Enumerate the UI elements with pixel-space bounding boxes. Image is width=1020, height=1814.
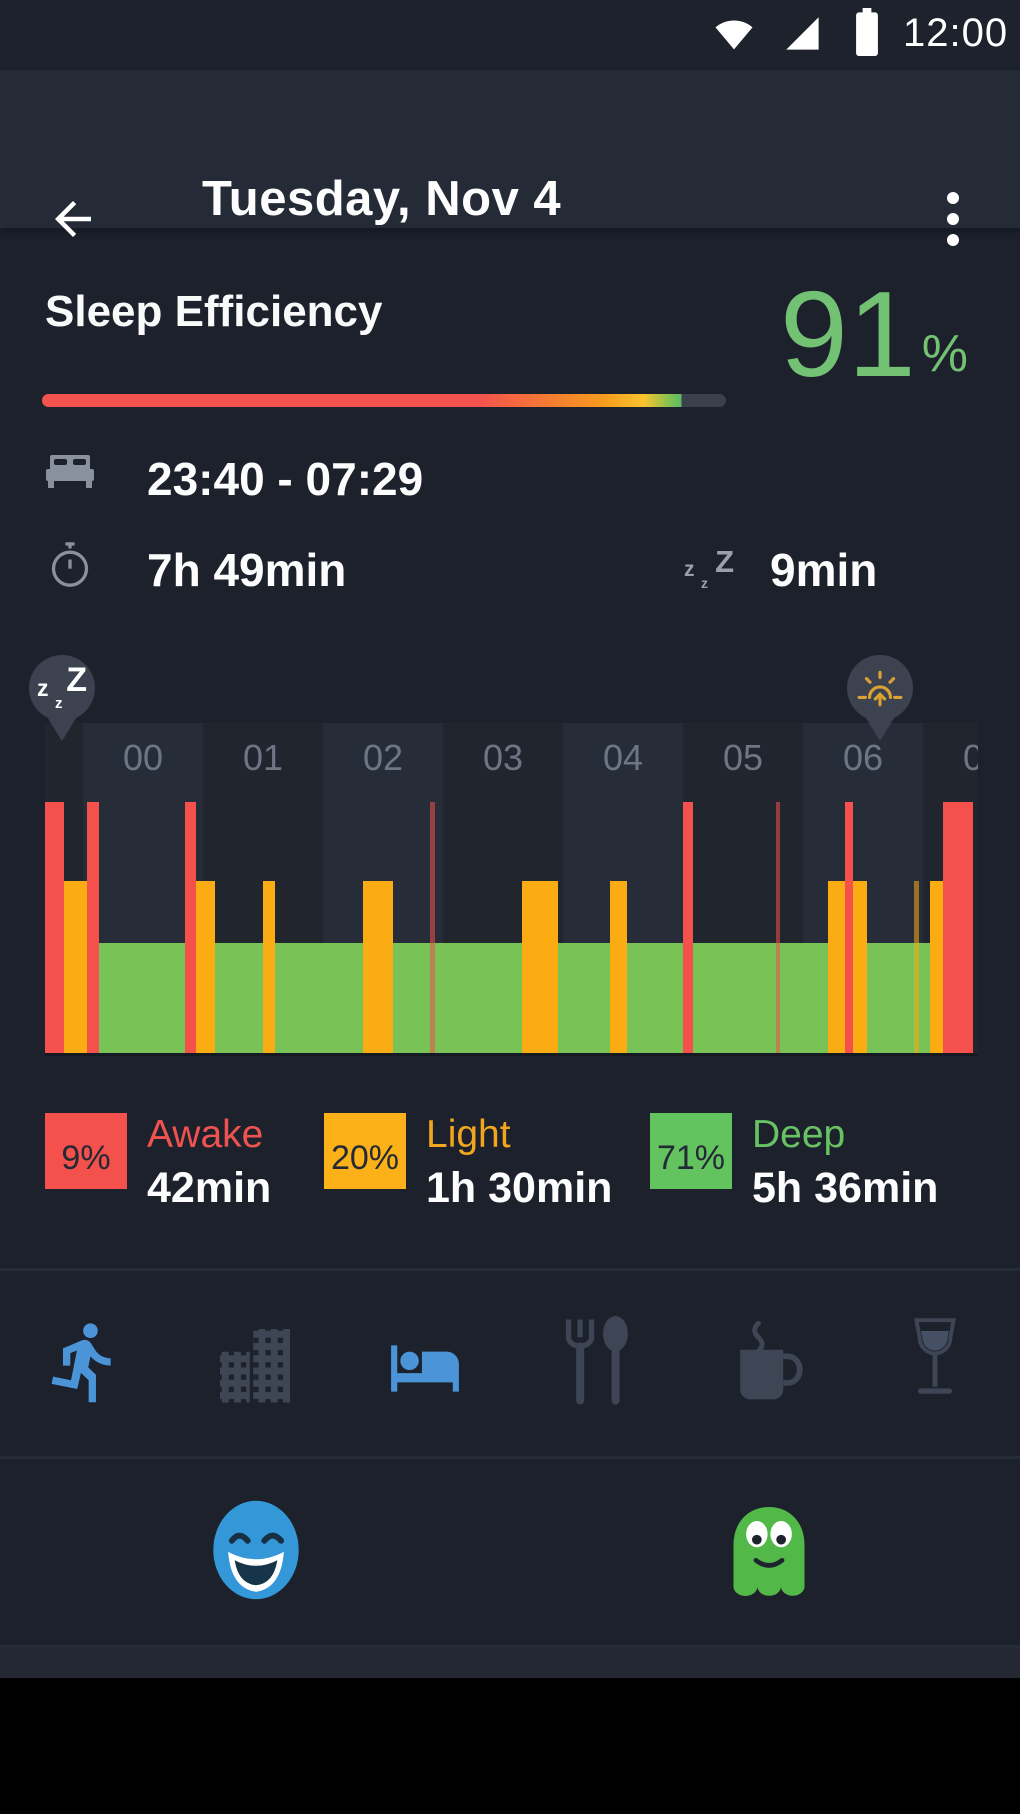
hour-label: 02 [362, 737, 404, 778]
efficiency-unit: % [921, 325, 968, 384]
light-pct: 20% [330, 1138, 400, 1177]
hour-label: 07 [962, 737, 978, 778]
activity-icon-caffeine[interactable] [725, 1320, 805, 1406]
legend-item-light: 20% Light 1h 30min [324, 1113, 612, 1212]
divider [0, 1645, 1020, 1648]
phase-bar-light [610, 881, 627, 1056]
ghost-icon [733, 1507, 805, 1596]
page-title: Tuesday, Nov 4 [202, 172, 562, 226]
activity-icon-city[interactable] [213, 1322, 297, 1406]
divider [0, 1456, 1020, 1459]
deep-swatch: 71% [650, 1113, 732, 1189]
wifi-icon [714, 12, 754, 54]
sunrise-icon [857, 668, 903, 708]
runner-icon [51, 1323, 111, 1403]
phase-bar-light [522, 881, 558, 1056]
divider [0, 1268, 1020, 1271]
cutlery-icon [565, 1316, 628, 1405]
activity-icon-exercise[interactable] [41, 1318, 129, 1406]
phase-bar-light [64, 881, 88, 1056]
bed-icon [44, 452, 96, 490]
phase-bar-light [263, 881, 275, 1056]
chart-baseline [45, 1053, 978, 1056]
hour-label: 00 [122, 737, 164, 778]
efficiency-number: 91 [780, 266, 916, 402]
sleep-start-marker: z Z z [29, 655, 95, 721]
activity-icon-food[interactable] [557, 1316, 635, 1408]
battery-icon [853, 8, 881, 56]
hour-label: 04 [602, 737, 644, 778]
laughing-face-icon [213, 1500, 299, 1600]
phase-bar-light [363, 881, 393, 1056]
hour-label: 03 [482, 737, 524, 778]
awake-swatch: 9% [45, 1113, 127, 1189]
hour-label: 05 [722, 737, 764, 778]
phase-bar-awake [943, 802, 973, 1056]
efficiency-gradient-bar [42, 394, 726, 407]
phase-bar-awake [45, 802, 64, 1056]
phase-bar-awake [776, 802, 780, 1056]
light-label: Light [426, 1113, 511, 1156]
deep-pct: 71% [656, 1138, 726, 1177]
hour-label: 06 [842, 737, 884, 778]
phase-bar-awake [87, 802, 99, 1056]
zzz-icon: z Z z [684, 544, 734, 591]
sleep-duration: 7h 49min [147, 544, 347, 596]
stopwatch-icon [48, 540, 92, 590]
sleep-chart[interactable]: 00 01 02 03 04 05 06 07 z Z z [29, 640, 978, 1056]
deep-label: Deep [752, 1113, 846, 1156]
awake-label: Awake [147, 1113, 264, 1156]
awake-pct: 9% [61, 1138, 111, 1177]
coffee-mug-icon [740, 1320, 803, 1400]
buildings-icon [220, 1329, 290, 1403]
hour-label: 01 [242, 737, 284, 778]
status-time: 12:00 [903, 11, 1009, 55]
mood-rating[interactable] [208, 1498, 304, 1602]
activity-icon-alcohol[interactable] [904, 1314, 966, 1410]
phase-bar-light [930, 881, 943, 1056]
comfort-rating[interactable] [726, 1502, 812, 1598]
light-duration: 1h 30min [426, 1164, 613, 1212]
phase-bar-light [914, 881, 919, 1056]
app-bar: Tuesday, Nov 4 [0, 70, 1020, 246]
bed-icon [391, 1345, 459, 1392]
fell-asleep-duration: 9min [770, 544, 878, 596]
activity-icon-in-bed[interactable] [379, 1330, 471, 1404]
phase-bar-awake [845, 802, 853, 1056]
awake-duration: 42min [147, 1164, 272, 1212]
back-arrow-icon[interactable] [46, 192, 100, 246]
deep-duration: 5h 36min [752, 1164, 939, 1212]
phase-bar-awake [185, 802, 196, 1056]
status-bar: 12:00 [0, 0, 1020, 70]
cellular-signal-icon [781, 12, 823, 54]
overflow-menu-icon[interactable] [941, 192, 965, 248]
efficiency-value: 91 % [780, 266, 968, 402]
bottom-strip [0, 1648, 1020, 1678]
legend-item-deep: 71% Deep 5h 36min [650, 1113, 938, 1212]
phase-bars [45, 640, 978, 1056]
wine-glass-icon [914, 1318, 956, 1394]
zzz-icon: z Z z [37, 661, 87, 712]
time-in-bed: 23:40 - 07:29 [147, 453, 424, 505]
android-nav-bar [0, 1678, 1020, 1814]
sleep-efficiency-title: Sleep Efficiency [45, 287, 383, 336]
phase-bar-awake [430, 802, 435, 1056]
wake-up-marker [847, 655, 913, 721]
light-swatch: 20% [324, 1113, 406, 1189]
phase-bar-awake [683, 802, 693, 1056]
legend-item-awake: 9% Awake 42min [45, 1113, 271, 1212]
